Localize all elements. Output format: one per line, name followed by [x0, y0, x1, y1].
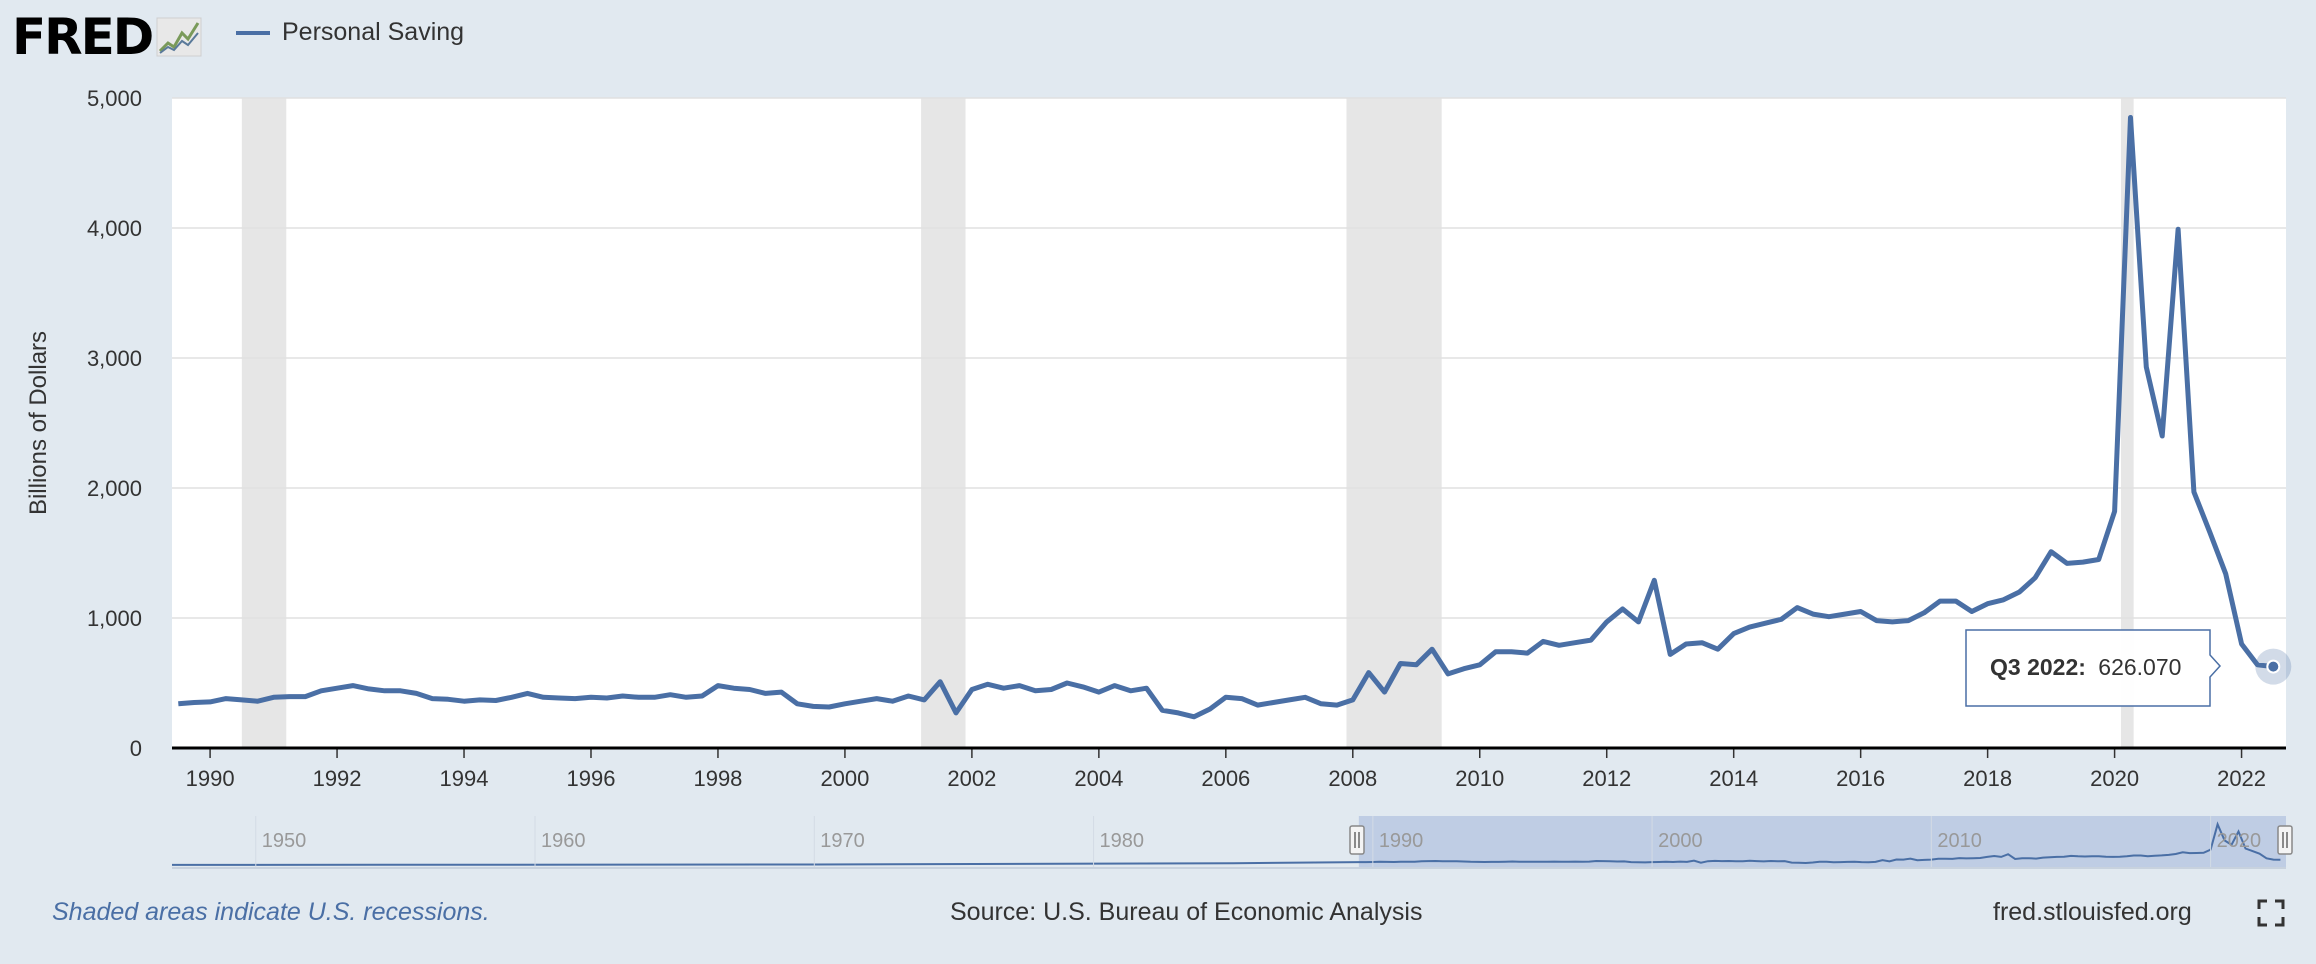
x-tick-label: 2004 [1074, 766, 1123, 791]
navigator-selection[interactable] [1358, 816, 2286, 868]
hover-marker [2255, 648, 2292, 685]
tooltip-box [1965, 629, 2222, 707]
x-tick-label: 2012 [1582, 766, 1631, 791]
logo-text: FRED [12, 8, 154, 66]
navigator-tick-label: 2010 [1937, 830, 1982, 852]
legend-label: Personal Saving [282, 18, 465, 46]
x-tick-label: 1998 [693, 766, 742, 791]
plot-background [172, 98, 2286, 748]
x-tick-label: 2010 [1455, 766, 1504, 791]
y-tick-label: 2,000 [87, 476, 142, 501]
navigator-tick-label: 1990 [1379, 830, 1424, 852]
fred-logo[interactable]: FRED [12, 6, 202, 68]
x-tick-label: 2018 [1963, 766, 2012, 791]
y-axis-label: Billions of Dollars [25, 331, 52, 515]
fullscreen-icon[interactable] [2256, 898, 2286, 928]
recession-band [921, 98, 966, 748]
legend[interactable]: Personal Saving [236, 18, 464, 47]
tooltip-label: Q3 2022: [1990, 654, 2086, 680]
y-tick-label: 3,000 [87, 346, 142, 371]
y-tick-label: 1,000 [87, 606, 142, 631]
source-text: Source: U.S. Bureau of Economic Analysis [950, 898, 1423, 926]
chart-footer: Shaded areas indicate U.S. recessions. S… [0, 890, 2316, 940]
x-tick-label: 2022 [2217, 766, 2266, 791]
x-tick-label: 2000 [820, 766, 869, 791]
x-tick-label: 1996 [567, 766, 616, 791]
series-line-personal-saving[interactable] [178, 115, 2274, 720]
x-tick-label: 1994 [440, 766, 489, 791]
x-axis-ticks: 1990 1992 1994 1996 1998 2000 2002 2004 2006 2008… [186, 748, 2266, 791]
tooltip-value: 626.070 [2098, 654, 2181, 680]
navigator-ticks: 1950 1960 1970 1980 1990 2000 2010 2020 [255, 816, 2262, 868]
y-tick-label: 0 [130, 736, 142, 761]
recession-note: Shaded areas indicate U.S. recessions. [52, 898, 490, 926]
x-tick-label: 2014 [1709, 766, 1758, 791]
recession-band [241, 98, 287, 748]
x-tick-label: 2006 [1201, 766, 1250, 791]
y-tick-label: 5,000 [87, 86, 142, 111]
gridlines [172, 97, 2286, 619]
x-tick-label: 2002 [947, 766, 996, 791]
svg-text:Q3 2022: 626.070: Q3 2022: 626.070 [1990, 654, 2181, 680]
y-axis-ticks: 0 1,000 2,000 3,000 4,000 5,000 [87, 86, 142, 761]
x-tick-label: 2020 [2090, 766, 2139, 791]
legend-swatch [236, 30, 270, 35]
navigator-tick-label: 1960 [541, 830, 586, 852]
chart-header: FRED Personal Saving [0, 0, 2316, 80]
navigator-left-handle[interactable] [1349, 825, 1365, 855]
recession-band [1346, 98, 1442, 748]
navigator-tick-label: 1950 [262, 830, 307, 852]
data-tooltip: Q3 2022: 626.070 [1965, 629, 2222, 707]
y-tick-label: 4,000 [87, 216, 142, 241]
x-tick-label: 2016 [1836, 766, 1885, 791]
navigator-right-handle[interactable] [2277, 825, 2293, 855]
x-tick-label: 2008 [1328, 766, 1377, 791]
x-tick-label: 1992 [313, 766, 362, 791]
range-navigator[interactable]: 1950 1960 1970 1980 1990 2000 2010 2020 [171, 816, 2293, 869]
navigator-tick-label: 2000 [1658, 830, 1703, 852]
navigator-series-line [171, 821, 2281, 866]
navigator-tick-label: 1980 [1100, 830, 1145, 852]
recession-bands [241, 98, 2134, 748]
navigator-tick-label: 1970 [820, 830, 865, 852]
line-chart-icon [156, 17, 202, 57]
fred-link[interactable]: fred.stlouisfed.org [1993, 898, 2192, 926]
x-tick-label: 1990 [186, 766, 235, 791]
navigator-tick-label: 2020 [2217, 830, 2262, 852]
